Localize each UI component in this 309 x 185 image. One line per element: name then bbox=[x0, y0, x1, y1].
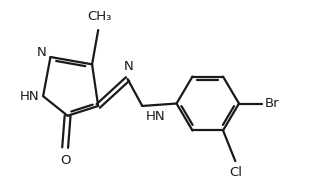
Text: HN: HN bbox=[20, 90, 40, 103]
Text: O: O bbox=[60, 154, 70, 167]
Text: N: N bbox=[124, 60, 134, 73]
Text: CH₃: CH₃ bbox=[87, 10, 112, 23]
Text: N: N bbox=[37, 46, 47, 59]
Text: HN: HN bbox=[146, 110, 166, 123]
Text: Br: Br bbox=[265, 97, 279, 110]
Text: Cl: Cl bbox=[229, 166, 242, 179]
